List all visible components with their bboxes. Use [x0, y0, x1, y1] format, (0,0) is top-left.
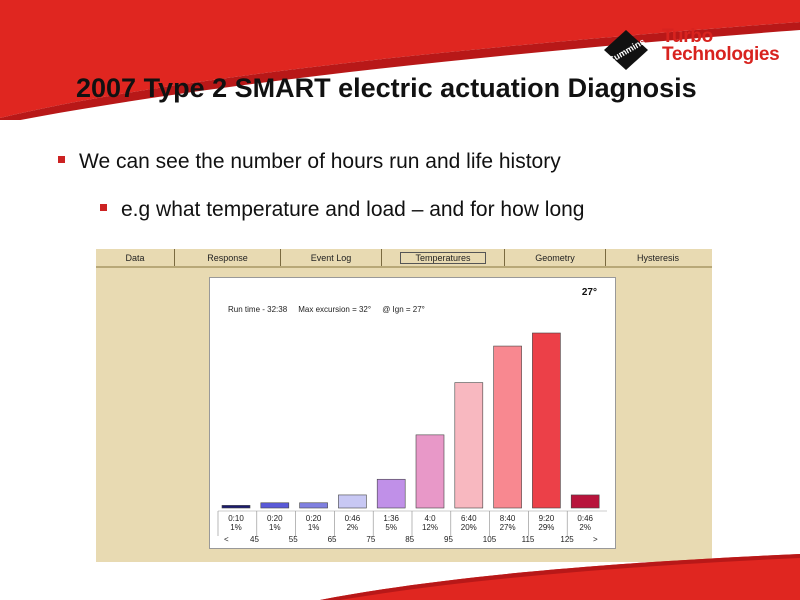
bullet-text: We can see the number of hours run and l…: [79, 150, 561, 173]
bar-3: [338, 494, 367, 509]
run-time-label: Run time - 32:38: [228, 305, 288, 314]
max-excursion-label: Max excursion = 32°: [298, 305, 372, 314]
x-tick-1: 45: [250, 535, 259, 544]
bar-percent-label: 1%: [230, 523, 242, 532]
logo-line2: Technologies: [662, 44, 780, 65]
bar-label-5: 4:0 12%: [411, 514, 449, 532]
bar-label-4: 1:36 5%: [372, 514, 410, 532]
bar-label-1: 0:20 1%: [256, 514, 294, 532]
tab-data[interactable]: Data: [96, 249, 175, 267]
bar-time-label: 0:20: [305, 514, 322, 523]
x-tick-9: 125: [560, 535, 574, 544]
x-tick-6: 95: [444, 535, 453, 544]
current-temperature: 27°: [581, 287, 597, 298]
x-tick-3: 65: [327, 535, 337, 544]
x-tick-0: <: [224, 535, 229, 544]
tab-event-log[interactable]: Event Log: [281, 249, 382, 267]
tab-bar: Data Response Event Log Temperatures Geo…: [96, 249, 712, 267]
bar-time-label: 9:20: [538, 514, 555, 523]
chart-summary: Run time - 32:38 Max excursion = 32° @ I…: [228, 305, 425, 314]
logo-text: Turbo Technologies: [662, 26, 780, 65]
bar-percent-label: 1%: [269, 523, 281, 532]
tab-temperatures[interactable]: Temperatures: [382, 249, 505, 267]
bar-percent-label: 2%: [579, 523, 591, 532]
bar-time-label: 4:0: [424, 514, 436, 523]
bar-4: [376, 478, 406, 509]
sub-bullet-item: e.g what temperature and load – and for …: [100, 198, 584, 222]
tab-response[interactable]: Response: [175, 249, 281, 267]
tab-hysteresis[interactable]: Hysteresis: [636, 253, 679, 263]
temperature-chart: 27° Run time - 32:38 Max excursion = 32°…: [209, 277, 616, 549]
bar-percent-label: 5%: [385, 523, 397, 532]
bar-time-label: 0:46: [344, 514, 361, 523]
bar-percent-label: 12%: [421, 523, 438, 532]
bar-1: [260, 502, 290, 509]
bar-7: [493, 345, 522, 509]
x-tick-4: 75: [366, 535, 376, 544]
bottom-swoosh-decoration: [320, 554, 800, 600]
bar-time-label: 8:40: [499, 514, 516, 523]
bar-percent-label: 27%: [499, 523, 516, 532]
bar-percent-label: 2%: [346, 523, 359, 532]
bar-label-9: 0:46 2%: [566, 514, 604, 532]
bar-time-label: 0:20: [267, 514, 283, 523]
tab-divider: [96, 266, 712, 268]
cummins-logo-icon: Cummins: [604, 30, 648, 70]
bar-time-label: 0:46: [577, 514, 593, 523]
bar-label-2: 0:20 1%: [295, 514, 333, 532]
top-swoosh-decoration: [0, 0, 800, 120]
bullet-square-icon: [58, 155, 65, 163]
bar-9: [570, 494, 600, 509]
ignition-temp-label: @ Ign = 27°: [382, 305, 425, 314]
bullet-item: We can see the number of hours run and l…: [58, 150, 561, 174]
bar-percent-label: 29%: [538, 523, 555, 532]
diagnostic-panel: Data Response Event Log Temperatures Geo…: [96, 249, 712, 562]
bar-label-8: 9:20 29%: [527, 514, 565, 532]
bar-percent-label: 20%: [460, 523, 477, 532]
x-tick-2: 55: [288, 535, 298, 544]
bar-label-6: 6:40 20%: [450, 514, 488, 532]
bar-6: [454, 382, 484, 509]
bar-0: [221, 505, 251, 509]
bar-plot: [217, 332, 607, 536]
company-logo: Cummins Turbo Technologies: [600, 26, 790, 78]
bar-label-7: 8:40 27%: [489, 514, 527, 532]
logo-line1: Turbo: [662, 26, 713, 47]
bar-percent-label: 1%: [307, 523, 320, 532]
bullet-square-icon: [100, 203, 107, 211]
x-tick-8: 115: [521, 535, 535, 544]
x-tick-5: 85: [405, 535, 415, 544]
page-title: 2007 Type 2 SMART electric actuation Dia…: [76, 73, 697, 103]
tab-geometry[interactable]: Geometry: [505, 249, 606, 267]
bar-2: [299, 502, 328, 509]
bar-label-3: 0:46 2%: [333, 514, 371, 532]
x-tick-7: 105: [482, 535, 497, 544]
bar-label-0: 0:10 1%: [217, 514, 255, 532]
x-tick-10: >: [593, 535, 598, 544]
bar-time-label: 0:10: [228, 514, 244, 523]
bar-8: [532, 332, 561, 509]
bar-time-label: 1:36: [383, 514, 399, 523]
bar-time-label: 6:40: [461, 514, 477, 523]
bullet-text: e.g what temperature and load – and for …: [121, 198, 585, 221]
bar-5: [415, 434, 445, 509]
